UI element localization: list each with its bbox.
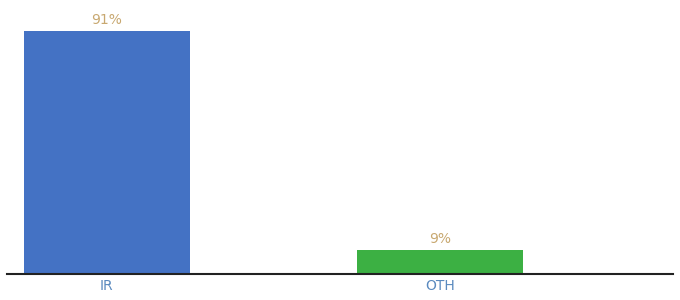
Text: 91%: 91%: [91, 13, 122, 27]
Bar: [24, 31, 190, 274]
Text: 9%: 9%: [429, 232, 451, 246]
Bar: [356, 250, 523, 274]
